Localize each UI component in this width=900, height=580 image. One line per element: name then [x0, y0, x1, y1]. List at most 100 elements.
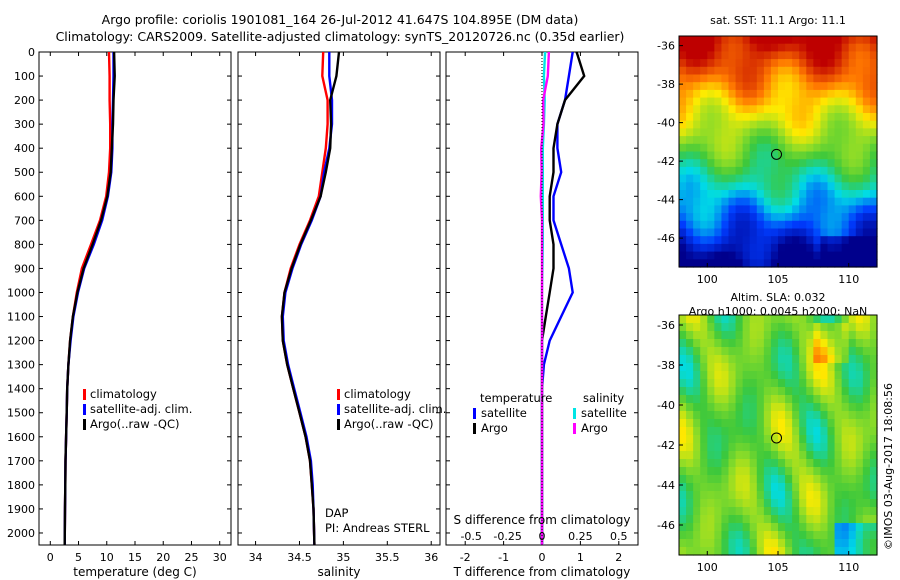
sst-map-cell — [792, 259, 800, 268]
sst-map-cell — [770, 59, 779, 68]
sla-map-cell — [714, 523, 723, 532]
sst-map-cell — [735, 105, 744, 114]
sla-map-cell — [721, 539, 730, 548]
sst-map-cell — [855, 89, 864, 99]
sla-map-cell — [834, 403, 843, 412]
sst-map-cell — [778, 220, 786, 230]
sst-map-cell — [806, 74, 814, 83]
sst-map-cell — [848, 51, 857, 60]
depth-tick-label: 1300 — [7, 359, 35, 372]
sst-map-cell — [714, 82, 723, 91]
sst-map-cell — [735, 190, 744, 199]
sla-map-cell — [827, 531, 836, 540]
sst-map-cell — [714, 74, 723, 83]
sst-map-cell — [862, 51, 871, 60]
sla-map-cell — [693, 371, 701, 380]
sst-map-cell — [778, 82, 786, 91]
sst-map-cell — [785, 128, 793, 137]
sst-map-cell — [749, 59, 758, 68]
sst-map-cell — [693, 97, 701, 106]
depth-tick-label: 100 — [14, 70, 35, 83]
sla-map-cell — [714, 379, 723, 388]
sst-map-cell — [749, 182, 758, 191]
depth-tick-label: 200 — [14, 94, 35, 107]
sst-map-cell — [700, 59, 708, 68]
sla-map-cell — [827, 395, 836, 404]
sla-map-cell — [679, 475, 687, 484]
sla-map-cell — [799, 515, 807, 524]
sla-map-cell — [707, 403, 715, 412]
sla-map-cell — [756, 379, 765, 388]
sla-map-cell — [756, 411, 765, 420]
sst-map-cell — [721, 51, 730, 60]
sla-map-cell — [785, 347, 793, 356]
sla-map-cell — [721, 395, 730, 404]
sla-map-cell — [778, 523, 786, 532]
sst-map-cell — [686, 36, 694, 45]
sla-map-cell — [707, 515, 715, 524]
sst-map-cell — [799, 143, 807, 153]
sla-map-cell — [700, 523, 708, 532]
sst-map-cell — [686, 59, 694, 68]
sla-map-cell — [799, 355, 807, 364]
sst-map-cell — [742, 82, 751, 91]
sst-map-cell — [820, 74, 829, 83]
sla-map-cell — [806, 363, 814, 372]
sst-map-cell — [763, 197, 772, 206]
sla-map-cell — [862, 411, 871, 420]
sst-map-cell — [778, 97, 786, 106]
sla-map-cell — [841, 347, 850, 356]
sst-map-cell — [869, 74, 878, 83]
sla-map-xtick-label: 100 — [697, 561, 718, 574]
sla-map-cell — [735, 403, 744, 412]
sst-map-cell — [728, 97, 737, 106]
sst-map-cell — [714, 251, 723, 260]
sla-map-cell — [848, 355, 857, 364]
sla-map-cell — [813, 451, 822, 460]
sla-map-cell — [728, 403, 737, 412]
sst-map-cell — [700, 143, 708, 153]
sla-map-cell — [707, 315, 715, 324]
sla-map-cell — [679, 315, 687, 324]
sla-map-cell — [785, 387, 793, 396]
sla-map-cell — [855, 523, 864, 532]
sla-map-cell — [707, 459, 715, 468]
sla-map-cell — [792, 403, 800, 412]
sla-map-cell — [869, 347, 878, 356]
sst-map-cell — [820, 213, 829, 222]
sla-map-cell — [841, 419, 850, 428]
sla-map-cell — [679, 531, 687, 540]
sla-map-cell — [742, 515, 751, 524]
sla-map-cell — [869, 427, 878, 436]
sst-map-cell — [785, 228, 793, 237]
sla-map-cell — [756, 523, 765, 532]
sst-map-cell — [785, 159, 793, 168]
sla-map-cell — [862, 339, 871, 348]
sst-map-cell — [763, 105, 772, 114]
sst-map-cell — [806, 136, 814, 145]
sla-map-cell — [742, 523, 751, 532]
sst-map-cell — [721, 197, 730, 206]
sst-map-cell — [820, 174, 829, 183]
sla-map-cell — [700, 355, 708, 364]
sla-map-cell — [735, 331, 744, 340]
sla-map-cell — [735, 467, 744, 476]
sst-map-cell — [770, 213, 779, 222]
sst-map-cell — [756, 259, 765, 268]
sst-map-cell — [735, 136, 744, 145]
sla-map-cell — [735, 507, 744, 516]
sla-map-cell — [778, 459, 786, 468]
sst-map-cell — [735, 243, 744, 253]
sst-map-cell — [728, 82, 737, 91]
sst-map-cell — [679, 251, 687, 260]
sst-map-cell — [834, 59, 843, 68]
sla-map-cell — [749, 435, 758, 444]
sla-map-cell — [869, 443, 878, 452]
sst-map-cell — [827, 243, 836, 253]
sst-map-cell — [735, 197, 744, 206]
sla-map-cell — [862, 451, 871, 460]
sla-map-cell — [869, 323, 878, 332]
sla-map-cell — [728, 547, 737, 556]
sla-map-cell — [820, 323, 829, 332]
sla-map-cell — [756, 547, 765, 556]
